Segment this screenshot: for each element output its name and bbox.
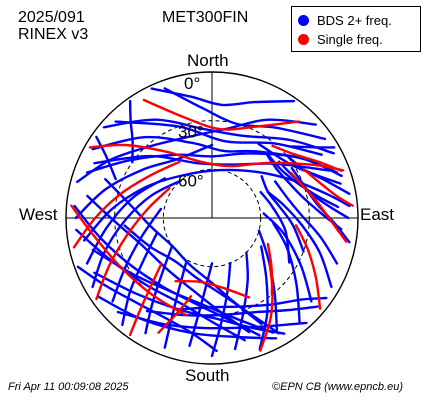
legend-swatch-single [298,34,309,45]
label-east: East [360,205,395,224]
satellite-tracks [70,87,354,358]
satellite-track-30 [257,142,342,185]
satellite-track-43 [104,178,263,326]
elevation-label-0: 0° [184,74,200,93]
satellite-track-53 [157,295,193,334]
satellite-track-57 [302,168,354,207]
satellite-track-60 [266,242,274,296]
legend-swatch-bds [298,15,309,26]
satellite-track-16 [188,262,214,347]
station-title: MET300FIN [162,9,249,26]
label-south: South [185,366,230,385]
elevation-label-30: 30° [178,123,204,142]
satellite-track-8 [74,143,214,220]
legend-item-single: Single freq. [298,32,383,47]
satellite-track-28 [267,154,340,209]
satellite-track-55 [294,224,322,310]
label-north: North [187,51,229,70]
satellite-track-47 [290,145,336,149]
satellite-track-18 [233,251,249,351]
satellite-track-12 [111,207,163,303]
satellite-track-41 [86,194,251,334]
satellite-track-26 [265,152,343,231]
satellite-track-22 [262,212,313,303]
satellite-track-61 [174,279,251,299]
satellite-track-42 [123,224,280,335]
satellite-track-39 [75,228,246,342]
legend-label-single: Single freq. [317,32,383,47]
satellite-track-46 [128,99,134,164]
satellite-track-52 [128,262,163,337]
rinex-version: RINEX v3 [18,26,89,43]
footer-timestamp: Fri Apr 11 00:09:08 2025 [8,381,129,393]
legend: BDS 2+ freq. Single freq. [291,6,421,52]
satellite-track-32 [259,190,291,264]
satellite-track-6 [163,87,327,141]
satellite-track-2 [102,118,335,155]
date-doy: 2025/091 [18,9,85,26]
satellite-track-34 [145,305,319,317]
label-west: West [19,205,58,224]
satellite-track-49 [142,98,300,131]
satellite-track-4 [114,120,323,156]
satellite-track-23 [266,190,333,289]
satellite-track-31 [260,175,305,253]
satellite-track-11 [91,179,182,289]
elevation-ring-labels: 0° 30° 60° [178,74,204,190]
satellite-track-58 [271,144,343,172]
satellite-track-21 [272,222,301,324]
satellite-track-59 [70,204,188,317]
legend-label-bds: BDS 2+ freq. [317,13,392,28]
legend-item-bds: BDS 2+ freq. [298,13,392,28]
satellite-track-9 [83,168,351,242]
satellite-track-15 [163,261,188,349]
satellite-track-24 [274,180,339,265]
satellite-track-45 [95,135,117,181]
satellite-track-51 [95,187,171,301]
satellite-track-19 [258,245,269,351]
satellite-track-56 [289,171,348,243]
satellite-track-48 [88,143,345,172]
satellite-track-5 [150,87,296,107]
satellite-track-1 [85,152,339,174]
footer-credit: ©EPN CB (www.epncb.eu) [272,381,403,393]
elevation-label-60: 60° [178,171,204,190]
